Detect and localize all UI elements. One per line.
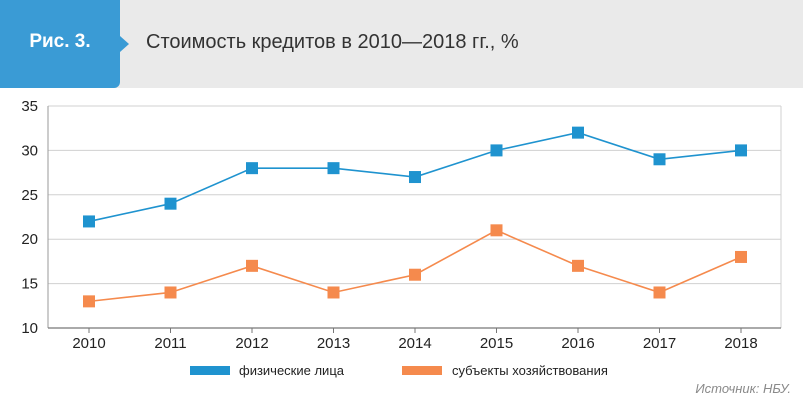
data-point-series-1-2015 (490, 144, 503, 157)
x-tick-label-2010: 2010 (72, 335, 105, 350)
legend-label-series-1: физические лица (239, 363, 344, 378)
data-point-series-2-2012 (246, 259, 258, 272)
y-tick-label-10: 10 (21, 320, 38, 337)
data-point-series-2-2018 (735, 250, 747, 263)
data-point-series-2-2013 (327, 286, 340, 299)
data-point-series-2-2011 (164, 286, 177, 299)
source-note: Источник: НБУ. (695, 381, 791, 396)
figure-label: Рис. 3. (29, 31, 91, 52)
x-tick-label-2017: 2017 (643, 335, 676, 350)
figure-label-badge: Рис. 3. (0, 0, 120, 88)
data-point-series-2-2014 (409, 268, 421, 281)
x-tick-label-2013: 2013 (317, 335, 350, 350)
line-chart: 10 15 20 25 30 35 2010 2011 2012 2013 2014 2015 2016… (21, 98, 782, 350)
data-point-series-1-2014 (409, 171, 421, 184)
y-tick-label-20: 20 (21, 231, 38, 248)
data-point-series-1-2010 (83, 215, 95, 228)
y-tick-label-30: 30 (21, 142, 38, 159)
legend-swatch-series-1 (190, 366, 230, 375)
figure-header: Рис. 3. Стоимость кредитов в 2010—2018 г… (0, 0, 803, 88)
x-tick-label-2015: 2015 (480, 335, 513, 350)
x-tick-label-2018: 2018 (724, 335, 757, 350)
figure-title: Стоимость кредитов в 2010—2018 гг., % (146, 31, 519, 53)
x-tick-label-2012: 2012 (235, 335, 268, 350)
data-point-series-1-2011 (164, 197, 177, 210)
x-tick-label-2016: 2016 (561, 335, 594, 350)
data-point-series-2-2017 (653, 286, 666, 299)
data-point-series-1-2012 (246, 162, 258, 175)
x-tick-label-2014: 2014 (398, 335, 431, 350)
y-tick-label-35: 35 (21, 98, 38, 115)
data-point-series-1-2018 (735, 144, 747, 157)
data-point-series-1-2016 (572, 126, 584, 139)
legend-swatch-series-2 (402, 366, 442, 375)
legend-label-series-2: субъекты хозяйствования (452, 363, 608, 378)
data-point-series-1-2017 (653, 153, 666, 166)
series-line-2 (88, 229, 742, 303)
y-tick-label-15: 15 (21, 276, 38, 293)
y-tick-label-25: 25 (21, 187, 38, 204)
x-tick-label-2011: 2011 (154, 335, 186, 350)
data-point-series-2-2015 (490, 224, 503, 237)
data-point-series-2-2010 (83, 295, 95, 308)
data-point-series-2-2016 (572, 259, 584, 272)
badge-arrow-icon (120, 36, 129, 52)
data-point-series-1-2013 (327, 162, 340, 175)
